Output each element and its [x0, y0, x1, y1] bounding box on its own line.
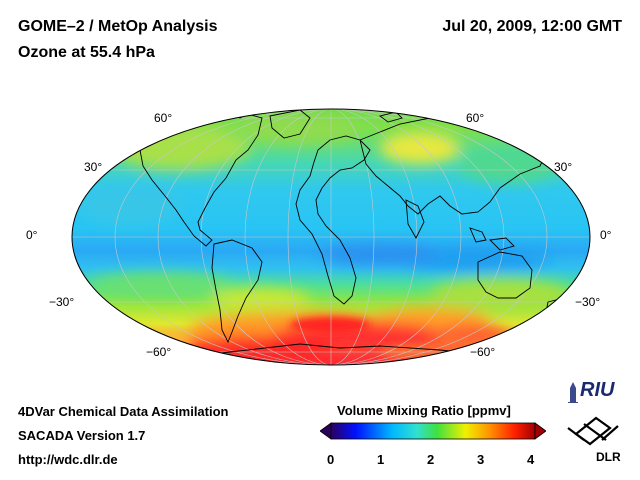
analysis-datetime: Jul 20, 2009, 12:00 GMT — [442, 18, 622, 35]
colorbar-high-arrow — [534, 422, 546, 440]
lat-label-right-minus60: −60° — [470, 345, 496, 359]
colorbar-tick-1: 1 — [377, 452, 385, 467]
lat-label-left-60: 60° — [154, 111, 173, 125]
colorbar-title: Volume Mixing Ratio [ppmv] — [337, 403, 511, 418]
lat-label-right-minus30: −30° — [575, 295, 601, 309]
title-instrument: GOME–2 / MetOp Analysis — [18, 18, 218, 35]
ozone-map — [71, 108, 591, 366]
colorbar-tick-3: 3 — [477, 452, 485, 467]
colorbar-tick-4: 4 — [527, 452, 535, 467]
lat-label-left-minus30: −30° — [49, 295, 75, 309]
lat-label-right-0: 0° — [600, 228, 612, 242]
lat-label-left-0: 0° — [26, 228, 38, 242]
dlr-logo-text: DLR — [596, 450, 621, 464]
lat-label-left-minus60: −60° — [146, 345, 172, 359]
riu-logo: RIU — [568, 379, 615, 403]
dlr-logo: DLR — [567, 416, 621, 464]
footer-version: SACADA Version 1.7 — [18, 428, 146, 443]
lat-label-right-60: 60° — [466, 111, 485, 125]
colorbar — [320, 422, 546, 440]
ozone-field — [72, 109, 590, 365]
footer-method: 4DVar Chemical Data Assimilation — [18, 404, 229, 419]
colorbar-tick-2: 2 — [427, 452, 435, 467]
globe-outline — [71, 108, 591, 366]
riu-logo-text: RIU — [580, 379, 615, 401]
colorbar-low-arrow — [320, 422, 332, 440]
title-quantity: Ozone at 55.4 hPa — [18, 44, 155, 61]
lat-label-left-30: 30° — [84, 160, 103, 174]
colorbar-tick-0: 0 — [327, 452, 335, 467]
lat-label-right-30: 30° — [554, 160, 573, 174]
footer-url[interactable]: http://wdc.dlr.de — [18, 452, 118, 467]
